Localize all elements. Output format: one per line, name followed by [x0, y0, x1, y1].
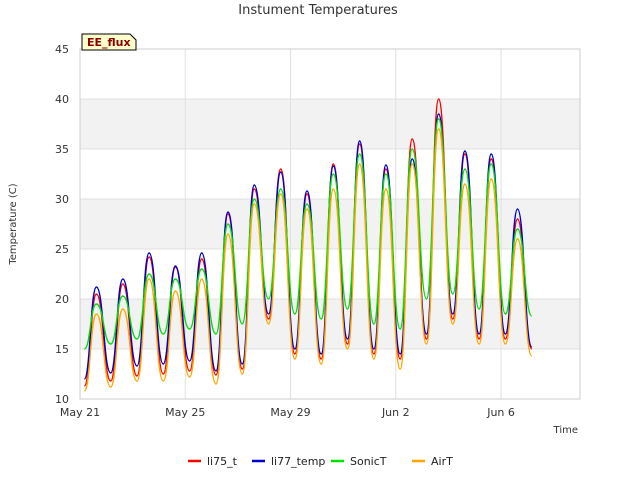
site-badge-label: EE_flux — [87, 36, 131, 49]
x-axis-label: Time — [553, 425, 578, 436]
plot-frame — [79, 48, 581, 400]
plot-band — [80, 99, 580, 149]
x-tick-label: May 21 — [60, 406, 100, 419]
y-tick-label: 15 — [55, 343, 69, 356]
legend-label-AirT: AirT — [431, 455, 453, 468]
legend-label-li75_t: li75_t — [207, 455, 238, 468]
chart-title: Instument Temperatures — [238, 3, 398, 18]
x-tick-label: Jun 2 — [381, 406, 410, 419]
y-tick-label: 35 — [55, 143, 69, 156]
y-axis-ticks: 10 15 20 25 30 35 40 45 — [55, 43, 69, 406]
series-lines — [83, 98, 533, 392]
y-tick-label: 45 — [55, 43, 69, 56]
y-tick-label: 25 — [55, 243, 69, 256]
y-tick-label: 20 — [55, 293, 69, 306]
x-axis-ticks: May 21 May 25 May 29 Jun 2 Jun 6 — [60, 406, 515, 419]
site-badge-box — [81, 33, 137, 51]
y-tick-label: 30 — [55, 193, 69, 206]
x-tick-label: May 25 — [165, 406, 205, 419]
x-tick-label: May 29 — [270, 406, 310, 419]
series-line-SonicT — [83, 118, 533, 350]
series-line-AirT — [83, 128, 533, 392]
site-badge: EE_flux — [81, 33, 137, 51]
y-tick-label: 10 — [55, 393, 69, 406]
y-tick-label: 40 — [55, 93, 69, 106]
plot-band — [80, 299, 580, 349]
legend: li75_t li77_temp SonicT AirT — [188, 455, 453, 468]
y-axis-label: Temperature (C) — [8, 183, 19, 265]
legend-label-li77_temp: li77_temp — [271, 455, 325, 468]
legend-label-SonicT: SonicT — [350, 455, 387, 468]
x-tick-label: Jun 6 — [486, 406, 515, 419]
